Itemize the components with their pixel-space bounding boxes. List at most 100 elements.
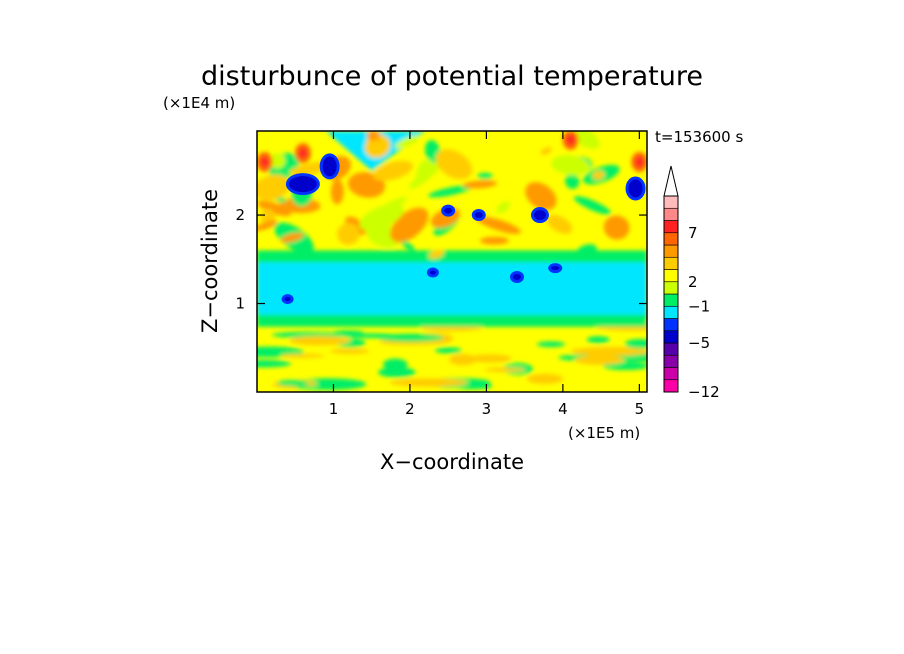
x-tick-label: 5 bbox=[635, 400, 645, 418]
colorbar-swatch bbox=[663, 269, 679, 283]
contour-patch bbox=[322, 156, 337, 177]
heatmap-field bbox=[257, 131, 647, 392]
contour-patch bbox=[359, 203, 404, 231]
contour-patch bbox=[382, 358, 408, 371]
colorbar-swatch bbox=[663, 293, 679, 307]
contour-patch bbox=[257, 174, 291, 201]
contour-patch bbox=[540, 147, 552, 155]
contour-patch bbox=[449, 354, 477, 366]
colorbar-label: −12 bbox=[688, 383, 720, 401]
x-unit-label: (×1E5 m) bbox=[568, 424, 640, 442]
time-label: t=153600 s bbox=[655, 128, 743, 146]
contour-patch bbox=[551, 155, 590, 176]
colorbar-swatch bbox=[663, 330, 679, 344]
contour-patch bbox=[329, 348, 370, 354]
contour-patch bbox=[260, 156, 269, 167]
contour-patch bbox=[333, 330, 364, 335]
contour-patch bbox=[280, 232, 304, 243]
contour-patch bbox=[444, 207, 453, 214]
colorbar-swatch bbox=[663, 367, 679, 381]
colorbar-swatch bbox=[663, 305, 679, 319]
x-axis-label: X−coordinate bbox=[380, 450, 524, 474]
contour-patch bbox=[284, 297, 291, 302]
cyan-band bbox=[257, 259, 647, 317]
contour-patch bbox=[337, 222, 360, 245]
contour-patch bbox=[602, 362, 647, 370]
contour-patch bbox=[525, 182, 557, 211]
contour-patch bbox=[435, 149, 473, 180]
contour-patch bbox=[288, 176, 317, 193]
contour-patch bbox=[257, 220, 278, 231]
contour-patch bbox=[377, 367, 416, 378]
colorbar-label: −1 bbox=[688, 297, 710, 315]
contour-patch bbox=[269, 153, 286, 169]
contour-patch bbox=[484, 367, 526, 373]
contour-patch bbox=[533, 210, 546, 221]
colorbar-swatch bbox=[663, 342, 679, 356]
contour-patch bbox=[257, 200, 292, 217]
colorbar-labels: 7 2 −1 −5 −12 bbox=[688, 224, 720, 401]
green-band-upper bbox=[257, 250, 647, 263]
contour-patch bbox=[574, 355, 625, 365]
contour-patch bbox=[474, 212, 483, 219]
colorbar-label: 7 bbox=[688, 224, 698, 242]
contour-patch bbox=[551, 266, 560, 271]
colorbar-swatch bbox=[663, 232, 679, 246]
contour-patch bbox=[257, 359, 292, 368]
contour-patch bbox=[429, 270, 436, 275]
contour-patch bbox=[566, 134, 575, 145]
colorbar-swatch bbox=[663, 207, 679, 221]
contour-patch bbox=[592, 170, 605, 180]
contour-patch bbox=[280, 353, 325, 358]
contour-patch bbox=[479, 236, 509, 245]
colorbar-frame bbox=[663, 195, 679, 393]
contour-patch bbox=[276, 379, 309, 387]
y-axis-label: Z−coordinate bbox=[198, 189, 222, 333]
contour-patch bbox=[573, 196, 612, 215]
colorbar-swatch bbox=[663, 318, 679, 332]
y-unit-label: (×1E4 m) bbox=[163, 94, 235, 112]
colorbar-label: −5 bbox=[688, 334, 710, 352]
contour-patch bbox=[565, 131, 600, 149]
colorbar-swatch bbox=[663, 354, 679, 368]
colorbar-swatch bbox=[663, 281, 679, 295]
contour-patch bbox=[372, 160, 413, 181]
y-tick-label: 2 bbox=[235, 206, 245, 224]
contour-patch bbox=[575, 244, 597, 259]
contour-patch bbox=[635, 156, 644, 167]
colorbar-swatch bbox=[663, 220, 679, 234]
contour-patch bbox=[476, 216, 521, 234]
colorbar-extend-arrow bbox=[663, 165, 679, 197]
plot-frame bbox=[256, 130, 648, 393]
x-tick-label: 1 bbox=[329, 400, 339, 418]
contour-patch bbox=[389, 378, 469, 387]
contour-patch bbox=[565, 174, 580, 189]
contour-patch bbox=[428, 250, 444, 259]
contour-patch bbox=[462, 180, 498, 189]
contour-patch bbox=[377, 333, 444, 342]
green-band-lower bbox=[257, 314, 647, 327]
colorbar-swatch bbox=[663, 195, 679, 209]
contour-patch bbox=[586, 336, 610, 344]
contour-patch bbox=[526, 373, 564, 384]
contour-patch bbox=[570, 346, 647, 356]
contour-patch bbox=[628, 179, 643, 198]
contour-patch bbox=[513, 273, 521, 280]
contour-patch bbox=[603, 215, 630, 240]
chart-title: disturbunce of potential temperature bbox=[201, 61, 703, 92]
colorbar bbox=[663, 165, 679, 393]
contour-patch bbox=[416, 159, 434, 184]
contour-patch bbox=[298, 148, 307, 159]
x-axis: 1 2 3 4 5 bbox=[329, 131, 644, 418]
contour-patch bbox=[288, 336, 351, 346]
y-axis: 12 bbox=[235, 206, 647, 313]
y-tick-label: 1 bbox=[235, 295, 245, 313]
contour-patch bbox=[295, 385, 353, 390]
contour-patch bbox=[434, 347, 462, 354]
contour-patch bbox=[624, 339, 647, 349]
contour-patch bbox=[496, 201, 510, 214]
contour-patch bbox=[546, 214, 573, 234]
colorbar-swatch bbox=[663, 379, 679, 393]
contour-patch bbox=[477, 172, 493, 179]
